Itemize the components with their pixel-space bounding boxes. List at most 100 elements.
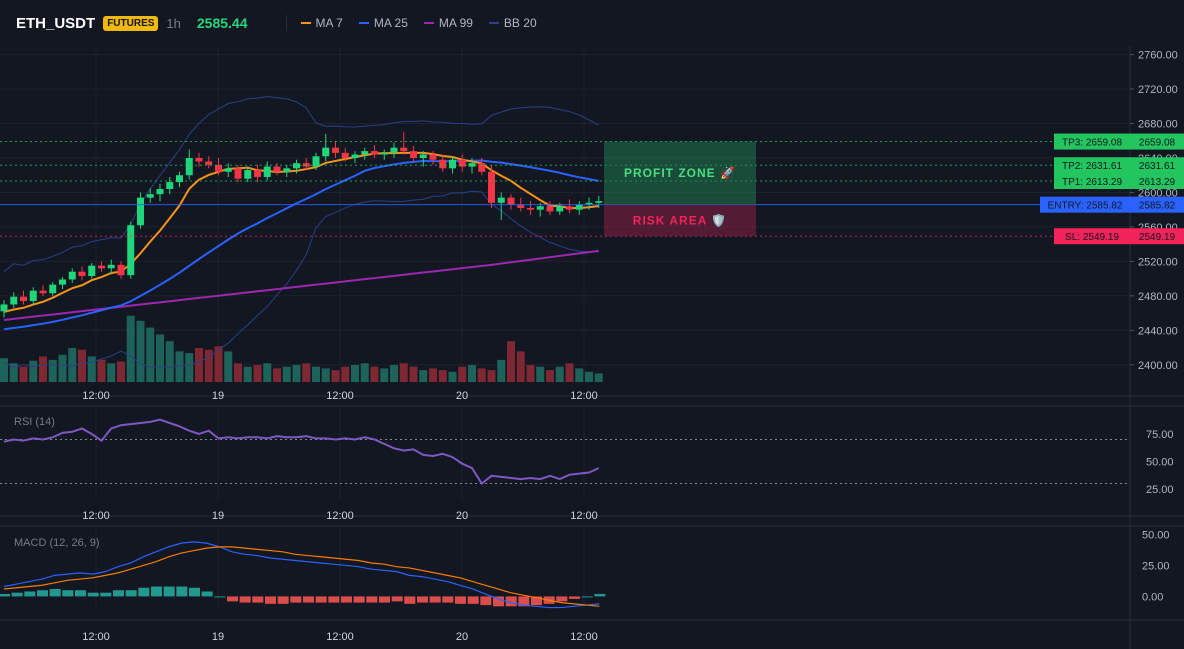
macd-histogram-bar (151, 586, 162, 597)
volume-bar (117, 361, 125, 382)
candle-body (20, 296, 27, 302)
volume-bar (19, 366, 28, 382)
candle-body (0, 304, 8, 312)
volume-bar (351, 365, 359, 382)
candle-body (527, 207, 534, 210)
macd-histogram-bar (531, 596, 542, 606)
macd-tick-label: 25.00 (1142, 560, 1170, 572)
time-label: 20 (456, 390, 468, 402)
volume-bar (477, 368, 486, 382)
macd-signal-line (3, 546, 600, 607)
volume-bar (0, 358, 8, 382)
candle-body (546, 206, 554, 212)
volume-bar (341, 366, 350, 382)
candle-body (556, 206, 564, 212)
rsi-line (3, 418, 600, 485)
level-price-label: 2549.19 (1139, 232, 1176, 243)
price-tick-label: 2680.00 (1138, 119, 1178, 131)
macd-histogram-bar (87, 592, 99, 597)
candle-body (478, 163, 486, 172)
macd-histogram-bar (214, 596, 226, 598)
macd-histogram-bar (62, 590, 74, 597)
macd-histogram-bar (113, 590, 124, 597)
macd-histogram-bar (353, 596, 365, 603)
time-label: 12:00 (82, 631, 110, 643)
volume-bar (390, 365, 398, 382)
macd-histogram-bar (493, 596, 504, 607)
last-price: 2585.44 (196, 15, 248, 31)
time-label: 19 (212, 510, 224, 522)
legend-item-bb-20[interactable]: BB 20 (488, 16, 537, 30)
time-label: 12:00 (326, 390, 354, 402)
candle-body (205, 161, 213, 165)
candle-body (585, 202, 593, 205)
macd-tick-label: 0.00 (1142, 591, 1163, 603)
candle-body (156, 189, 164, 195)
ma7-line (3, 151, 599, 313)
volume-bar (536, 366, 545, 382)
macd-histogram-bar (176, 586, 188, 597)
time-label: 20 (456, 510, 468, 522)
volume-bar (126, 315, 135, 382)
legend-label: MA 25 (373, 16, 408, 30)
candle-body (185, 158, 193, 176)
level-price-tag (1130, 196, 1184, 213)
candle-body (517, 204, 525, 208)
macd-histogram-bar (252, 596, 264, 603)
candle-body (575, 204, 583, 210)
candle-body (107, 264, 115, 269)
interval-label[interactable]: 1h (166, 15, 181, 31)
futures-badge: FUTURES (103, 15, 159, 31)
macd-histogram-bar (277, 596, 289, 604)
level-price-tag (1130, 173, 1184, 190)
symbol-name[interactable]: ETH_USDT (16, 14, 96, 32)
level-tag-entry (1040, 196, 1130, 213)
legend-item-ma-99[interactable]: MA 99 (423, 16, 473, 30)
level-tag-label: TP2: 2631.61 (1062, 161, 1122, 172)
legend-label: BB 20 (503, 16, 537, 30)
legend-item-ma-25[interactable]: MA 25 (358, 16, 408, 30)
rsi-pane-label: RSI (14) (14, 416, 55, 428)
candle-body (176, 175, 183, 183)
header-divider (285, 15, 287, 31)
macd-histogram-bar (480, 596, 492, 606)
volume-bar (546, 370, 554, 382)
macd-histogram-bar (138, 587, 150, 597)
macd-histogram-bar (315, 596, 327, 603)
candle-body (127, 225, 135, 276)
volume-bar (68, 348, 77, 382)
volume-bar (273, 368, 281, 382)
volume-bar (321, 368, 330, 382)
legend-item-ma-7[interactable]: MA 7 (300, 16, 343, 30)
macd-histogram-bar (290, 596, 302, 603)
time-label: 12:00 (570, 510, 598, 522)
volume-bar (282, 366, 291, 382)
candle-body (322, 147, 330, 157)
volume-bar (185, 353, 194, 382)
candle-body (332, 147, 339, 153)
candle-body (273, 166, 281, 172)
volume-bar (165, 341, 174, 382)
candle-body (98, 265, 105, 269)
candle-body (146, 194, 154, 198)
volume-bar (360, 363, 369, 382)
volume-bar (156, 334, 164, 382)
candle-body (137, 197, 144, 226)
candle-body (29, 290, 37, 302)
candle-body (595, 201, 603, 203)
volume-bar (594, 373, 603, 382)
candle-body (117, 264, 125, 276)
volume-bar (312, 366, 320, 382)
macd-histogram-bar (303, 596, 314, 603)
candle-body (488, 171, 495, 203)
macd-histogram-bar (0, 593, 10, 597)
volume-bar (234, 363, 242, 382)
macd-line (3, 541, 600, 609)
legend-swatch (423, 22, 434, 24)
candle-body (49, 284, 57, 294)
candle-body (59, 279, 66, 285)
level-tag-label: TP3: 2659.08 (1062, 138, 1122, 149)
macd-histogram-bar (366, 596, 378, 603)
macd-histogram-bar (341, 596, 352, 603)
